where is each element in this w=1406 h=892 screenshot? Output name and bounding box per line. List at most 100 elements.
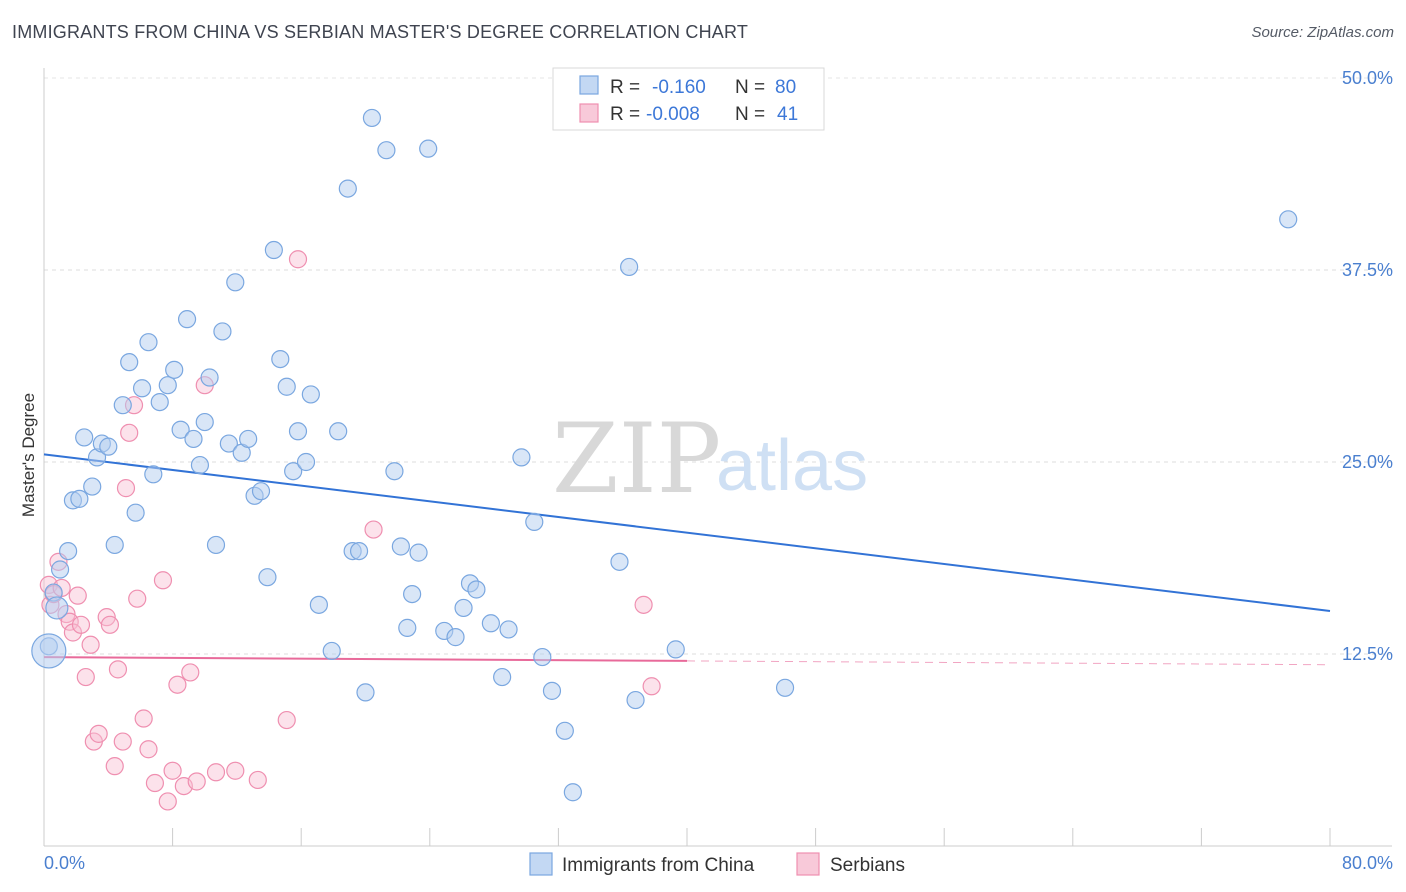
serbians-point-10: [76, 667, 95, 687]
x-tick-label-0: 0.0%: [44, 853, 85, 873]
serbians-point-11: [81, 635, 100, 654]
chart-title: IMMIGRANTS FROM CHINA VS SERBIAN MASTER'…: [12, 22, 749, 42]
china-point-12: [113, 396, 132, 415]
legend-r-label-1: R =: [610, 77, 640, 98]
china-point-48: [349, 541, 369, 561]
correlation-legend: R = -0.160 N = 80 R = -0.008 N = 41: [552, 67, 825, 131]
china-point-56: [409, 543, 428, 562]
china-point-38: [277, 377, 296, 396]
china-point-67: [525, 512, 544, 532]
china-point-11: [105, 535, 124, 555]
china-point-45: [329, 422, 348, 441]
china-point-60: [454, 598, 473, 618]
serbians-point-19: [116, 479, 136, 498]
china-point-large-1: [31, 633, 67, 669]
china-point-14: [126, 503, 145, 522]
axes: [43, 68, 1392, 847]
china-point-68: [533, 647, 552, 667]
serbians-point-32: [187, 772, 206, 791]
china-point-46: [338, 179, 357, 198]
china-point-59: [446, 628, 465, 647]
china-point-66: [512, 448, 531, 467]
china-point-69: [542, 681, 562, 700]
china-point-18: [150, 392, 169, 412]
china-point-39: [284, 462, 303, 481]
china-point-55: [403, 584, 422, 604]
china-point-13: [120, 353, 139, 372]
serbians-point-27: [158, 792, 177, 811]
y-tick-label-2: 37.5%: [1342, 260, 1393, 280]
serbians-point-37: [277, 710, 296, 730]
china-point-15: [132, 379, 152, 398]
serbians-point-13: [89, 724, 108, 743]
china-point-51: [377, 141, 396, 160]
china-point-50: [362, 108, 382, 128]
legend-swatch-serbians: [579, 103, 599, 123]
serbians-point-35: [226, 761, 245, 780]
china-point-large-0: [45, 596, 69, 620]
trendline-serbians: [43, 656, 688, 662]
china-point-36: [264, 240, 283, 260]
serbians-point-41: [642, 677, 661, 696]
china-point-22: [177, 310, 197, 329]
source-label: Source: ZipAtlas.com: [1251, 24, 1394, 41]
china-point-27: [206, 535, 226, 555]
china-point-53: [391, 537, 410, 556]
legend-r-label-2: R =: [610, 104, 640, 125]
bottom-legend-swatch-serbians: [796, 852, 820, 876]
china-point-75: [666, 640, 685, 659]
serbians-point-25: [145, 773, 165, 793]
x-tick-label-1: 80.0%: [1342, 853, 1393, 873]
serbians-point-40: [634, 595, 653, 614]
china-point-30: [226, 273, 245, 292]
legend-r-value-2: -0.008: [646, 104, 700, 125]
china-point-70: [555, 721, 574, 740]
serbians-point-23: [134, 709, 153, 728]
china-point-29: [219, 434, 238, 453]
china-point-5: [70, 489, 89, 508]
china-point-76: [775, 678, 795, 697]
watermark-zip: ZIP: [552, 403, 721, 515]
china-points: [31, 108, 1298, 802]
serbians-point-22: [128, 589, 147, 608]
serbians-point-28: [163, 761, 182, 780]
china-point-71: [563, 783, 582, 802]
serbians-point-15: [100, 615, 120, 634]
serbians-point-6: [60, 612, 79, 631]
china-point-54: [398, 618, 417, 637]
legend-n-label-2: N =: [735, 104, 765, 125]
legend-r-value-1: -0.160: [652, 77, 706, 98]
china-point-23: [184, 429, 203, 449]
bottom-legend-swatch-china: [529, 852, 553, 876]
china-point-72: [610, 552, 629, 571]
trendline-serbians-extension: [686, 660, 1331, 666]
china-point-3: [59, 541, 78, 561]
serbians-point-31: [181, 663, 200, 682]
china-point-16: [139, 333, 158, 352]
serbians-point-34: [206, 763, 226, 782]
china-point-26: [200, 368, 219, 387]
china-point-77: [1279, 210, 1298, 229]
y-axis-label: Master's Degree: [19, 393, 38, 517]
series-legend: Immigrants from China Serbians: [529, 852, 905, 876]
serbians-point-18: [113, 732, 132, 751]
serbians-point-8: [68, 586, 87, 605]
china-point-63: [481, 614, 500, 633]
china-point-74: [626, 690, 645, 710]
china-point-41: [296, 452, 316, 472]
china-point-10: [99, 437, 118, 456]
serbians-point-36: [248, 770, 267, 790]
china-point-64: [493, 667, 512, 687]
china-point-42: [301, 385, 320, 404]
china-point-57: [419, 139, 438, 158]
watermark-atlas: atlas: [716, 426, 868, 506]
trendline-china: [43, 453, 1331, 612]
serbians-point-16: [105, 757, 124, 776]
legend-n-value-1: 80: [775, 77, 796, 98]
bottom-legend-serbians: Serbians: [830, 855, 905, 876]
bottom-legend-china: Immigrants from China: [562, 855, 755, 876]
legend-n-value-2: 41: [777, 104, 798, 125]
serbians-point-24: [139, 740, 158, 759]
serbians-point-38: [288, 250, 308, 269]
